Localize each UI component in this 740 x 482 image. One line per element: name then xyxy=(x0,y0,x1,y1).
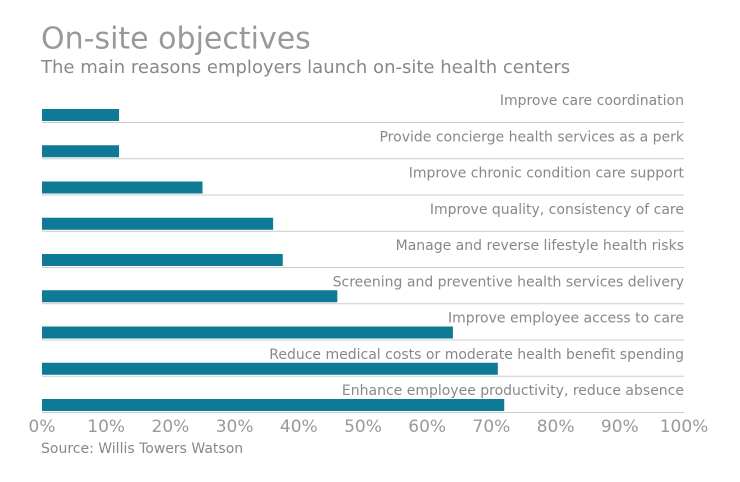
x-tick-label: 40% xyxy=(280,417,318,437)
x-tick-label: 80% xyxy=(537,417,575,437)
x-tick-label: 90% xyxy=(601,417,639,437)
x-tick-label: 100% xyxy=(660,417,709,437)
source-note: Source: Willis Towers Watson xyxy=(41,441,243,457)
category-label: Improve employee access to care xyxy=(448,311,684,327)
x-tick-label: 30% xyxy=(216,417,254,437)
bar xyxy=(42,217,274,230)
category-label: Screening and preventive health services… xyxy=(333,274,684,290)
bar xyxy=(42,109,120,121)
category-label: Manage and reverse lifestyle health risk… xyxy=(396,238,684,254)
bar xyxy=(42,290,338,303)
bar xyxy=(42,254,283,266)
bar xyxy=(42,145,120,158)
bar xyxy=(42,326,453,339)
category-label: Improve chronic condition care support xyxy=(409,166,685,182)
bar xyxy=(42,362,498,375)
chart-subtitle: The main reasons employers launch on-sit… xyxy=(40,57,570,78)
chart-title: On-site objectives xyxy=(41,22,311,57)
category-label: Reduce medical costs or moderate health … xyxy=(269,347,684,363)
x-tick-label: 50% xyxy=(344,417,382,437)
x-tick-label: 60% xyxy=(408,417,446,437)
category-label: Provide concierge health services as a p… xyxy=(379,129,684,145)
category-label: Enhance employee productivity, reduce ab… xyxy=(342,383,684,399)
x-tick-label: 20% xyxy=(152,417,190,437)
category-label: Improve care coordination xyxy=(500,93,684,109)
x-tick-label: 0% xyxy=(29,417,56,437)
x-tick-label: 70% xyxy=(473,417,511,437)
category-label: Improve quality, consistency of care xyxy=(430,202,684,218)
bar xyxy=(42,399,505,411)
x-tick-label: 10% xyxy=(87,417,125,437)
bar xyxy=(42,181,203,194)
